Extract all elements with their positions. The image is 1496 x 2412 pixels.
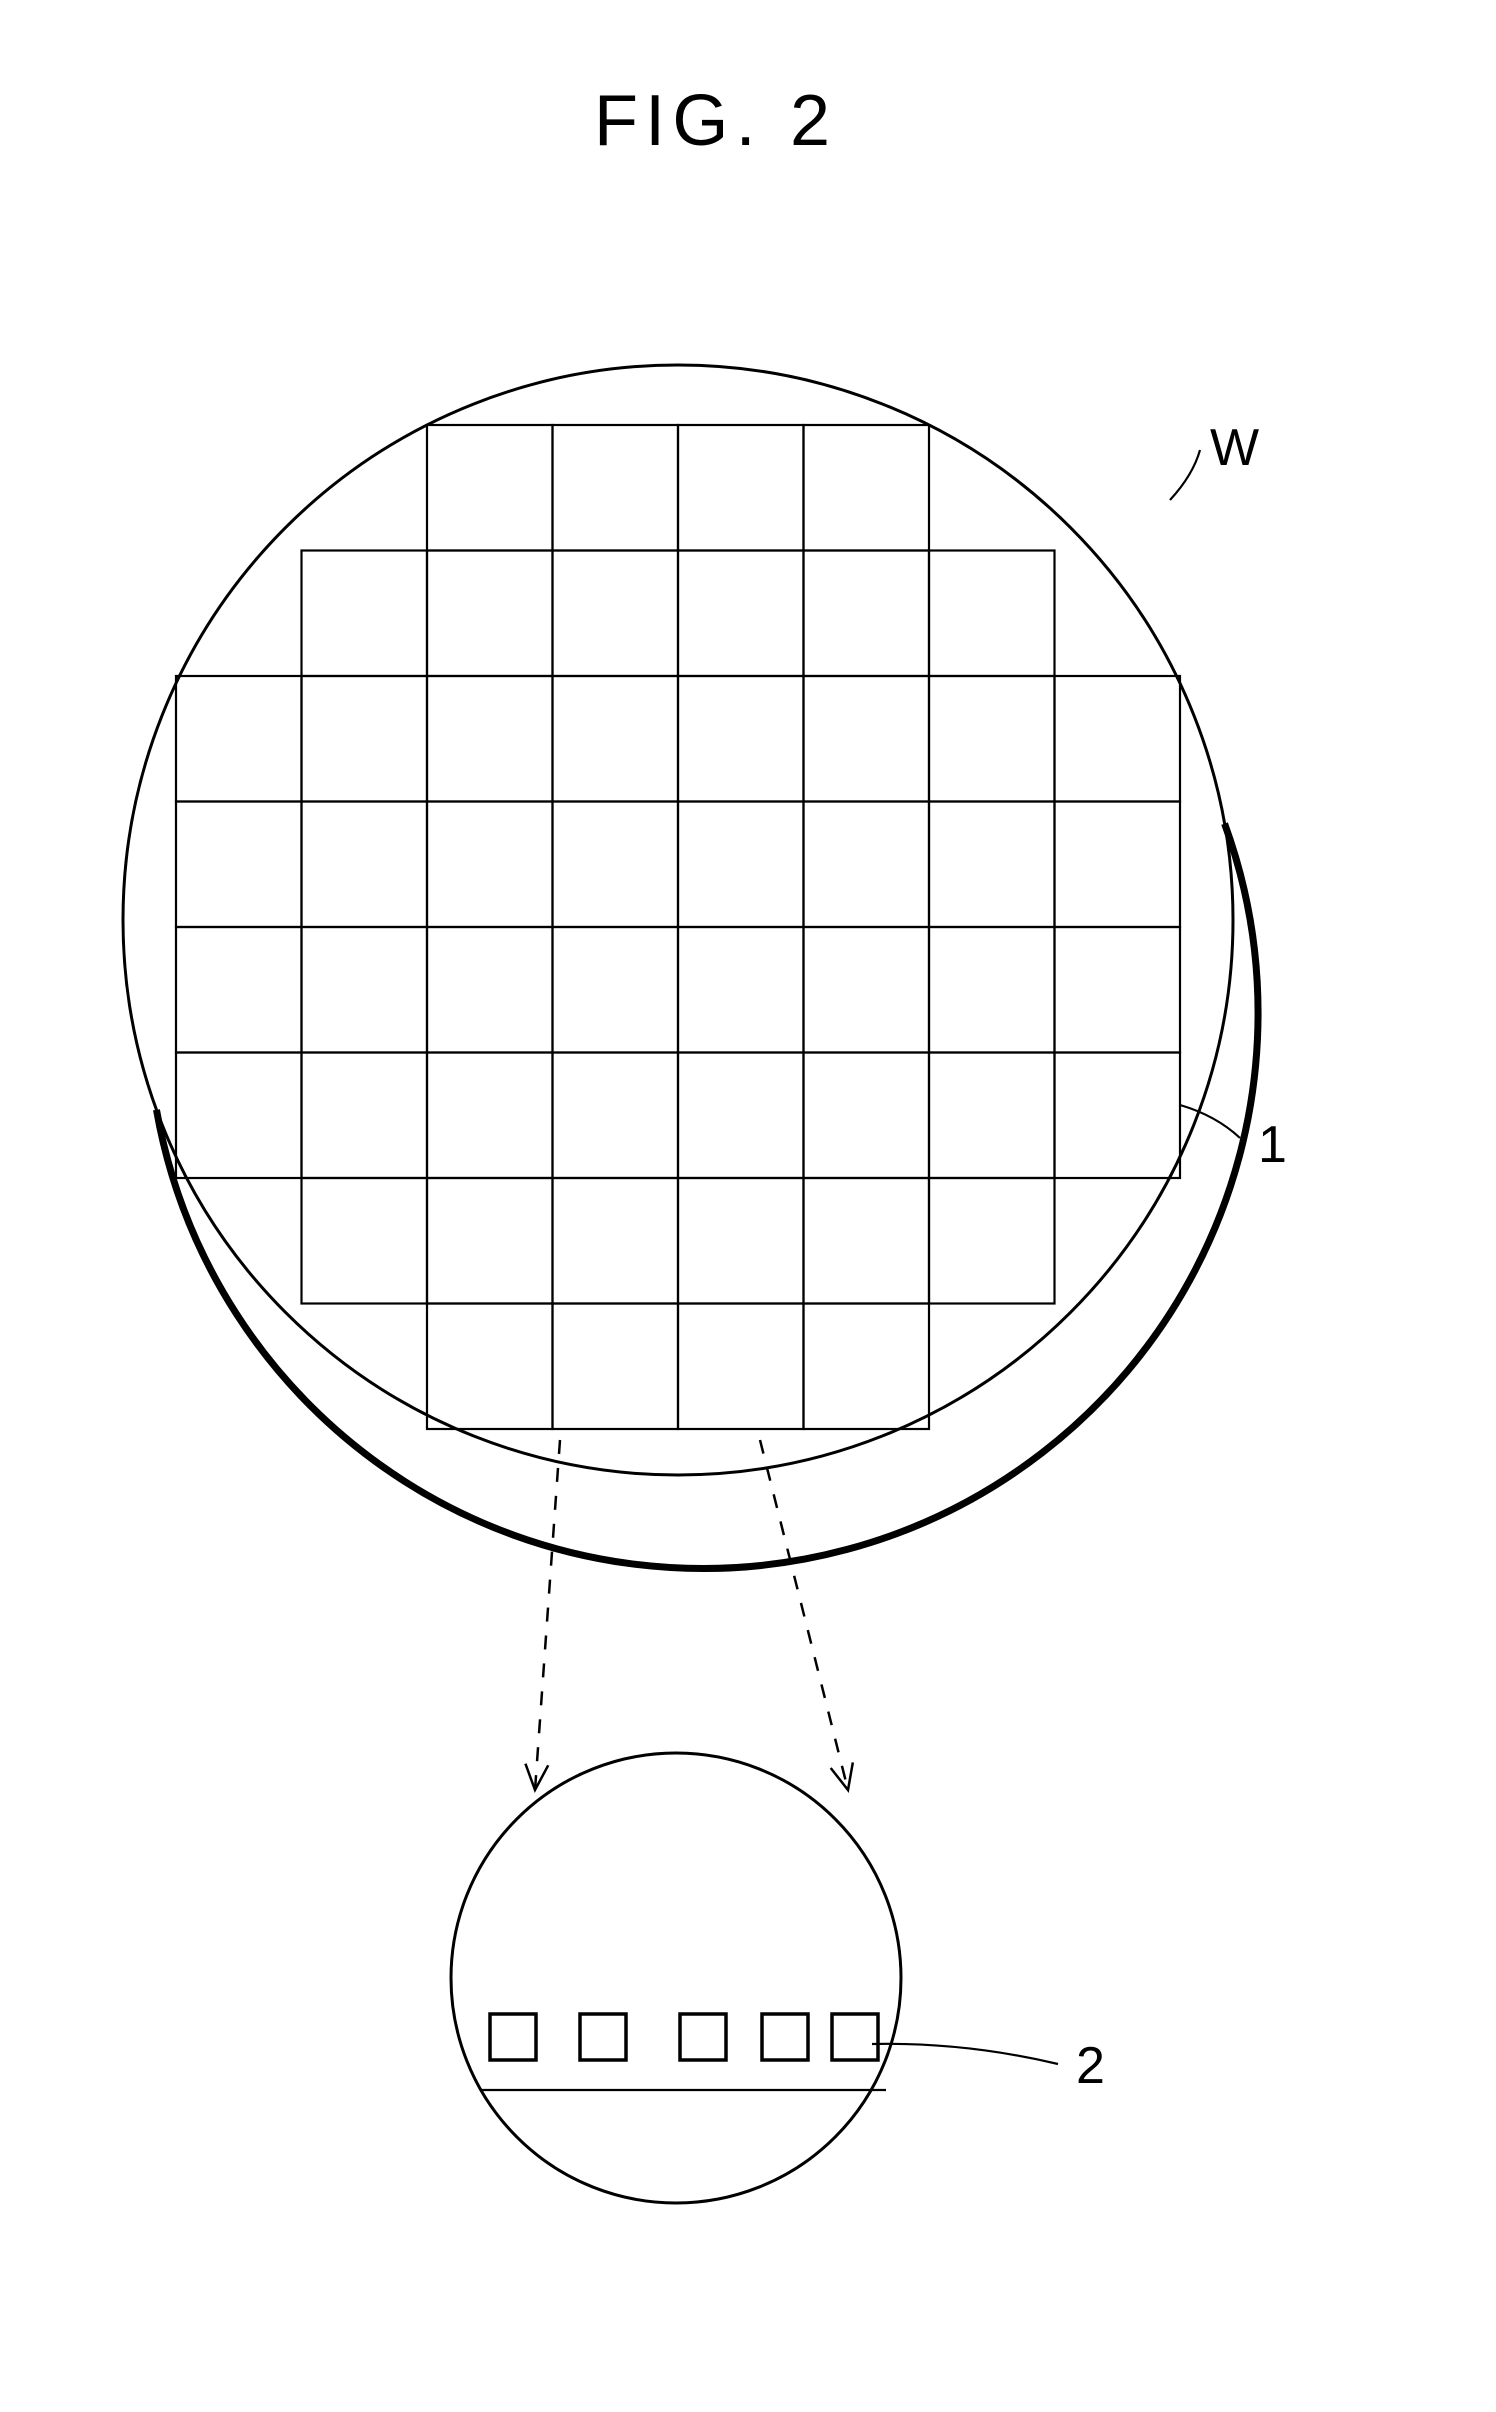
detail-arrow-left (535, 1440, 560, 1790)
detail-circle (451, 1753, 901, 2203)
diagram-svg (0, 0, 1496, 2412)
detail-square (580, 2014, 626, 2060)
detail-square (832, 2014, 878, 2060)
figure-container: FIG. 2 W 1 2 (0, 0, 1496, 2412)
wafer-grid (176, 425, 1180, 1429)
detail-square (762, 2014, 808, 2060)
leader-W (1170, 450, 1200, 500)
detail-square (490, 2014, 536, 2060)
detail-square (680, 2014, 726, 2060)
leader-2 (872, 2044, 1058, 2064)
detail-arrow-right (760, 1440, 848, 1790)
wafer-circle-thick-arc (156, 824, 1258, 1569)
